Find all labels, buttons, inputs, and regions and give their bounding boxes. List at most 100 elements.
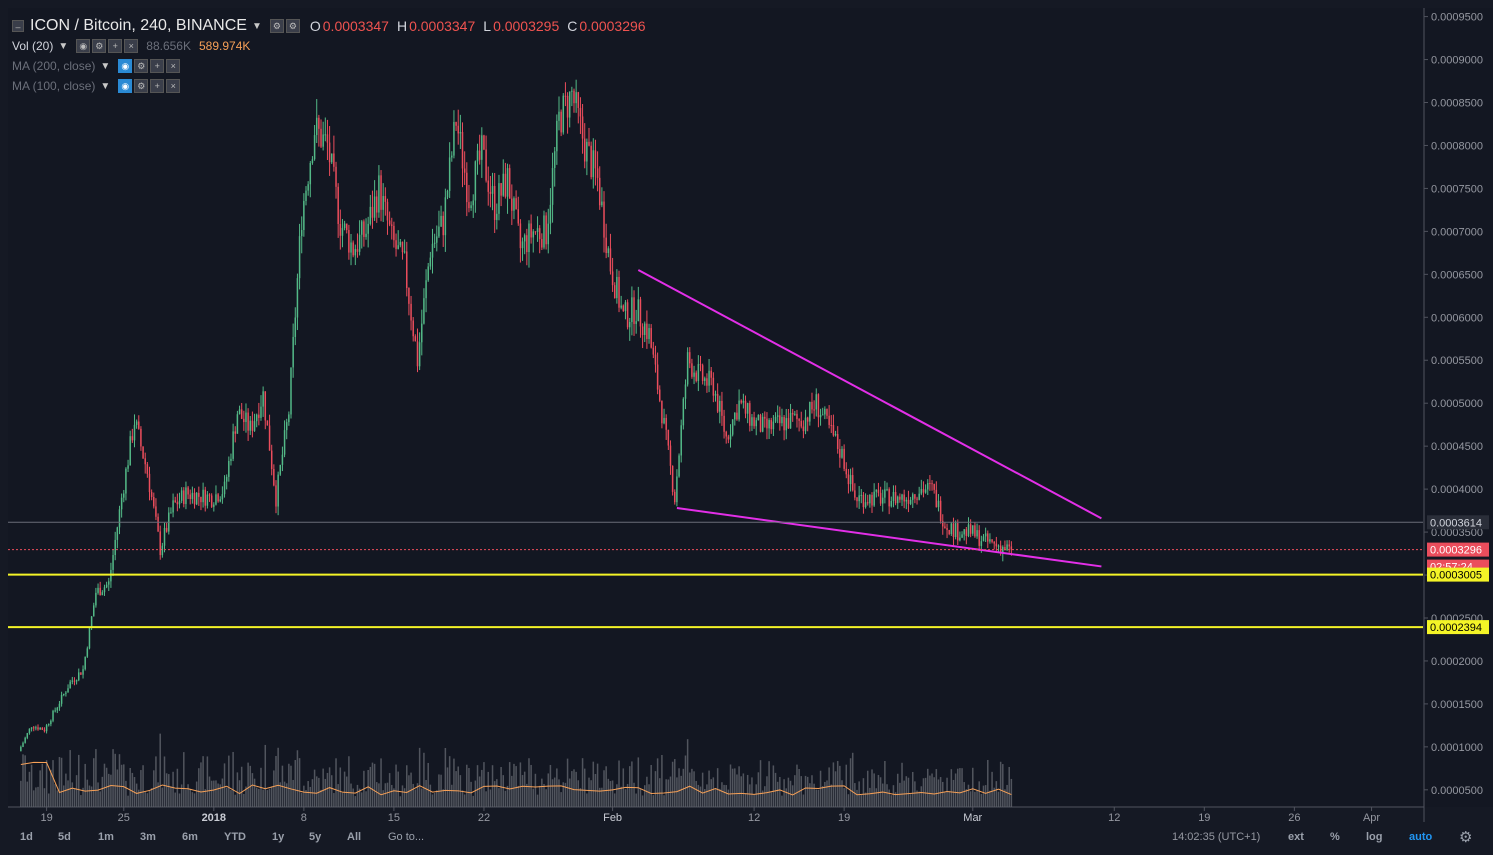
volume-bar: [830, 784, 833, 807]
plus-icon[interactable]: +: [150, 59, 165, 73]
candle-body: [506, 168, 509, 197]
eye-icon[interactable]: ◉: [76, 39, 91, 53]
close-icon[interactable]: ×: [166, 59, 181, 73]
volume-bar: [116, 769, 119, 807]
timeframe-all-button[interactable]: All: [347, 831, 362, 843]
candle-body: [247, 412, 249, 431]
timeframe-1m-button[interactable]: 1m: [98, 831, 114, 843]
timeframe-5y-button[interactable]: 5y: [309, 831, 322, 843]
candle-body: [665, 417, 667, 430]
auto-toggle[interactable]: auto: [1409, 831, 1433, 843]
chevron-down-icon[interactable]: ▼: [100, 80, 111, 92]
volume-bar: [300, 792, 303, 807]
gear-icon[interactable]: ⚙: [134, 79, 149, 93]
candle-body: [903, 494, 905, 502]
volume-bar: [108, 773, 110, 807]
eye-icon[interactable]: ◉: [118, 79, 133, 93]
volume-bar: [155, 756, 157, 807]
close-icon[interactable]: ×: [124, 39, 139, 53]
volume-bar: [148, 790, 151, 807]
timeframe-1y-button[interactable]: 1y: [272, 831, 285, 843]
candle-body: [513, 198, 515, 211]
volume-bar: [521, 775, 524, 807]
volume-bar: [916, 790, 918, 807]
log-toggle[interactable]: log: [1366, 831, 1383, 843]
volume-bar: [461, 790, 464, 807]
candle-body: [487, 180, 489, 192]
candle-body: [489, 191, 492, 194]
volume-bar: [376, 782, 378, 807]
volume-bar: [590, 780, 592, 807]
volume-indicator-label[interactable]: Vol (20): [12, 39, 54, 53]
volume-bar: [112, 749, 114, 807]
volume-bar: [309, 786, 312, 807]
candle-body: [849, 475, 852, 485]
ma200-label[interactable]: MA (200, close): [12, 59, 96, 73]
candle-body: [221, 494, 224, 500]
chevron-down-icon[interactable]: ▼: [251, 20, 262, 32]
candle-body: [819, 414, 822, 418]
candle-body: [245, 412, 247, 423]
volume-bar: [213, 780, 215, 807]
plus-icon[interactable]: +: [150, 79, 165, 93]
volume-bar: [341, 792, 344, 807]
volume-bar: [942, 781, 944, 807]
candle-body: [86, 648, 89, 657]
ma100-label[interactable]: MA (100, close): [12, 79, 96, 93]
chevron-down-icon[interactable]: ▼: [58, 40, 69, 52]
clock-readout[interactable]: 14:02:35 (UTC+1): [1172, 831, 1261, 843]
volume-bar: [266, 790, 269, 807]
timeframe-ytd-button[interactable]: YTD: [224, 831, 246, 843]
last-price-tag-bg: [1427, 542, 1489, 557]
ext-toggle[interactable]: ext: [1288, 831, 1304, 843]
volume-bar: [198, 768, 200, 807]
symbol-title[interactable]: ICON / Bitcoin, 240, BINANCE: [30, 17, 247, 34]
gear-icon[interactable]: ⚙: [1459, 829, 1473, 846]
timeframe-5d-button[interactable]: 5d: [58, 831, 71, 843]
candle-body: [352, 242, 354, 256]
chevron-down-icon[interactable]: ▼: [100, 60, 111, 72]
candle-body: [105, 584, 108, 588]
candle-body: [926, 482, 929, 490]
gear-icon[interactable]: ⚙: [92, 39, 107, 53]
volume-bar: [446, 767, 449, 807]
candle-body: [669, 445, 672, 466]
volume-bar: [663, 795, 665, 807]
timeframe-1d-button[interactable]: 1d: [20, 831, 33, 843]
volume-bar: [824, 781, 826, 807]
collapse-icon[interactable]: –: [12, 20, 24, 32]
goto-button[interactable]: Go to...: [388, 831, 425, 843]
candle-body: [716, 393, 719, 412]
candle-body: [200, 496, 202, 503]
volume-bar: [601, 787, 603, 807]
percent-toggle[interactable]: %: [1330, 831, 1340, 843]
y-tick-label: 0.0001000: [1431, 742, 1483, 754]
volume-bar: [373, 763, 376, 807]
timeframe-3m-button[interactable]: 3m: [140, 831, 156, 843]
close-icon[interactable]: ×: [166, 79, 181, 93]
candle-body: [26, 733, 29, 738]
plus-icon[interactable]: +: [108, 39, 123, 53]
candle-body: [643, 323, 646, 336]
volume-bar: [37, 786, 39, 807]
candle-body: [80, 672, 82, 675]
gear-icon[interactable]: ⚙: [269, 19, 284, 33]
eye-icon[interactable]: ◉: [118, 59, 133, 73]
gear-icon[interactable]: ⚙: [134, 59, 149, 73]
candle-body: [530, 223, 532, 238]
volume-bar: [911, 771, 914, 807]
candle-body: [397, 245, 399, 249]
volume-bar: [695, 780, 697, 807]
candle-body: [110, 569, 112, 582]
volume-bar: [431, 794, 434, 807]
volume-bar: [127, 795, 129, 807]
candle-body: [719, 400, 721, 412]
timeframe-6m-button[interactable]: 6m: [182, 831, 198, 843]
volume-bar: [234, 794, 237, 807]
candle-body: [776, 415, 779, 417]
volume-bar: [656, 758, 659, 807]
gear-icon[interactable]: ⚙: [285, 19, 300, 33]
volume-bar: [352, 788, 354, 807]
candle-body: [551, 167, 554, 205]
